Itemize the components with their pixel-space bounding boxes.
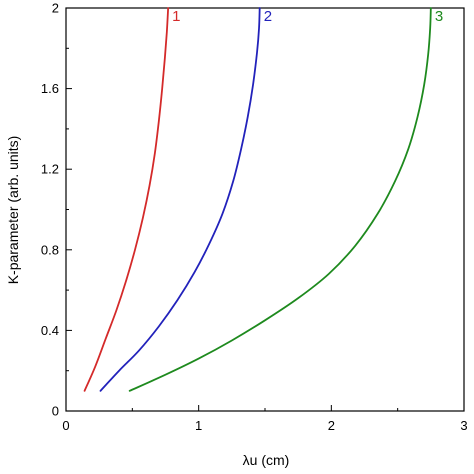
series-label-1: 1 [172, 8, 180, 25]
y-tick-label: 1.2 [41, 162, 59, 177]
x-axis-title: λu (cm) [243, 452, 290, 468]
curve-labels: 1 2 3 [172, 8, 443, 25]
series-label-2: 2 [264, 8, 272, 25]
series-line-3 [128, 7, 432, 392]
series-label-3: 3 [435, 8, 443, 25]
series-line-2 [99, 7, 261, 392]
y-axis-title: K-parameter (arb. units) [5, 136, 21, 285]
y-tick-label: 1.6 [41, 81, 59, 96]
y-tick-label: 2 [52, 1, 59, 16]
x-tick-label: 0 [62, 418, 69, 433]
plot-area [65, 7, 465, 412]
y-tick-label: 0.4 [41, 323, 59, 338]
y-tick-label: 0.8 [41, 242, 59, 257]
x-tick-label: 1 [195, 418, 202, 433]
y-tick-label: 0 [52, 404, 59, 419]
x-tick-label: 2 [328, 418, 335, 433]
x-axis-ticks: 0 1 2 3 [62, 405, 468, 433]
series-line-1 [83, 7, 170, 392]
curves [83, 7, 432, 392]
x-tick-label: 3 [460, 418, 467, 433]
plot-frame [65, 7, 465, 412]
y-axis-ticks: 0 0.4 0.8 1.2 1.6 2 [41, 1, 72, 419]
